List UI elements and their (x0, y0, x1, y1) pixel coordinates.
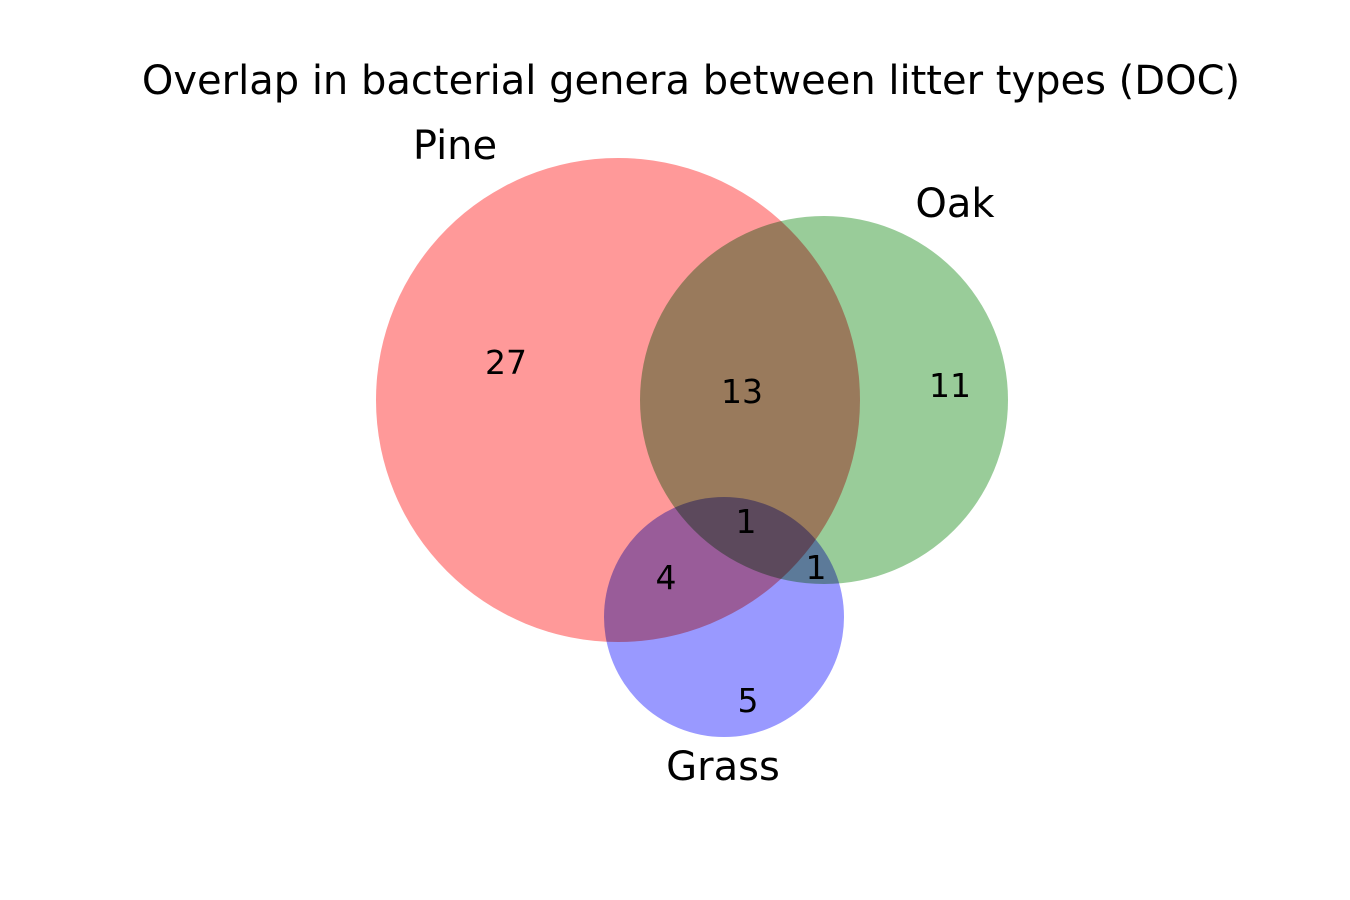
grass-circle (604, 497, 844, 737)
region-count-oak-only: 11 (929, 366, 971, 405)
set-label-oak: Oak (915, 181, 995, 227)
region-count-pine-oak: 13 (721, 372, 763, 411)
region-count-grass-only: 5 (738, 681, 759, 720)
region-count-pine-only: 27 (485, 343, 527, 382)
set-label-pine: Pine (413, 123, 497, 169)
region-count-oak-grass: 1 (806, 548, 827, 587)
chart-title: Overlap in bacterial genera between litt… (142, 58, 1240, 104)
region-count-pine-oak-grass: 1 (736, 502, 757, 541)
oak-circle (640, 216, 1008, 584)
region-count-pine-grass: 4 (656, 558, 677, 597)
region-counts: 27 13 11 1 4 1 5 (485, 343, 971, 720)
set-label-grass: Grass (666, 744, 780, 790)
set-labels: Pine Oak Grass (413, 123, 996, 790)
set-circles (376, 158, 1008, 737)
